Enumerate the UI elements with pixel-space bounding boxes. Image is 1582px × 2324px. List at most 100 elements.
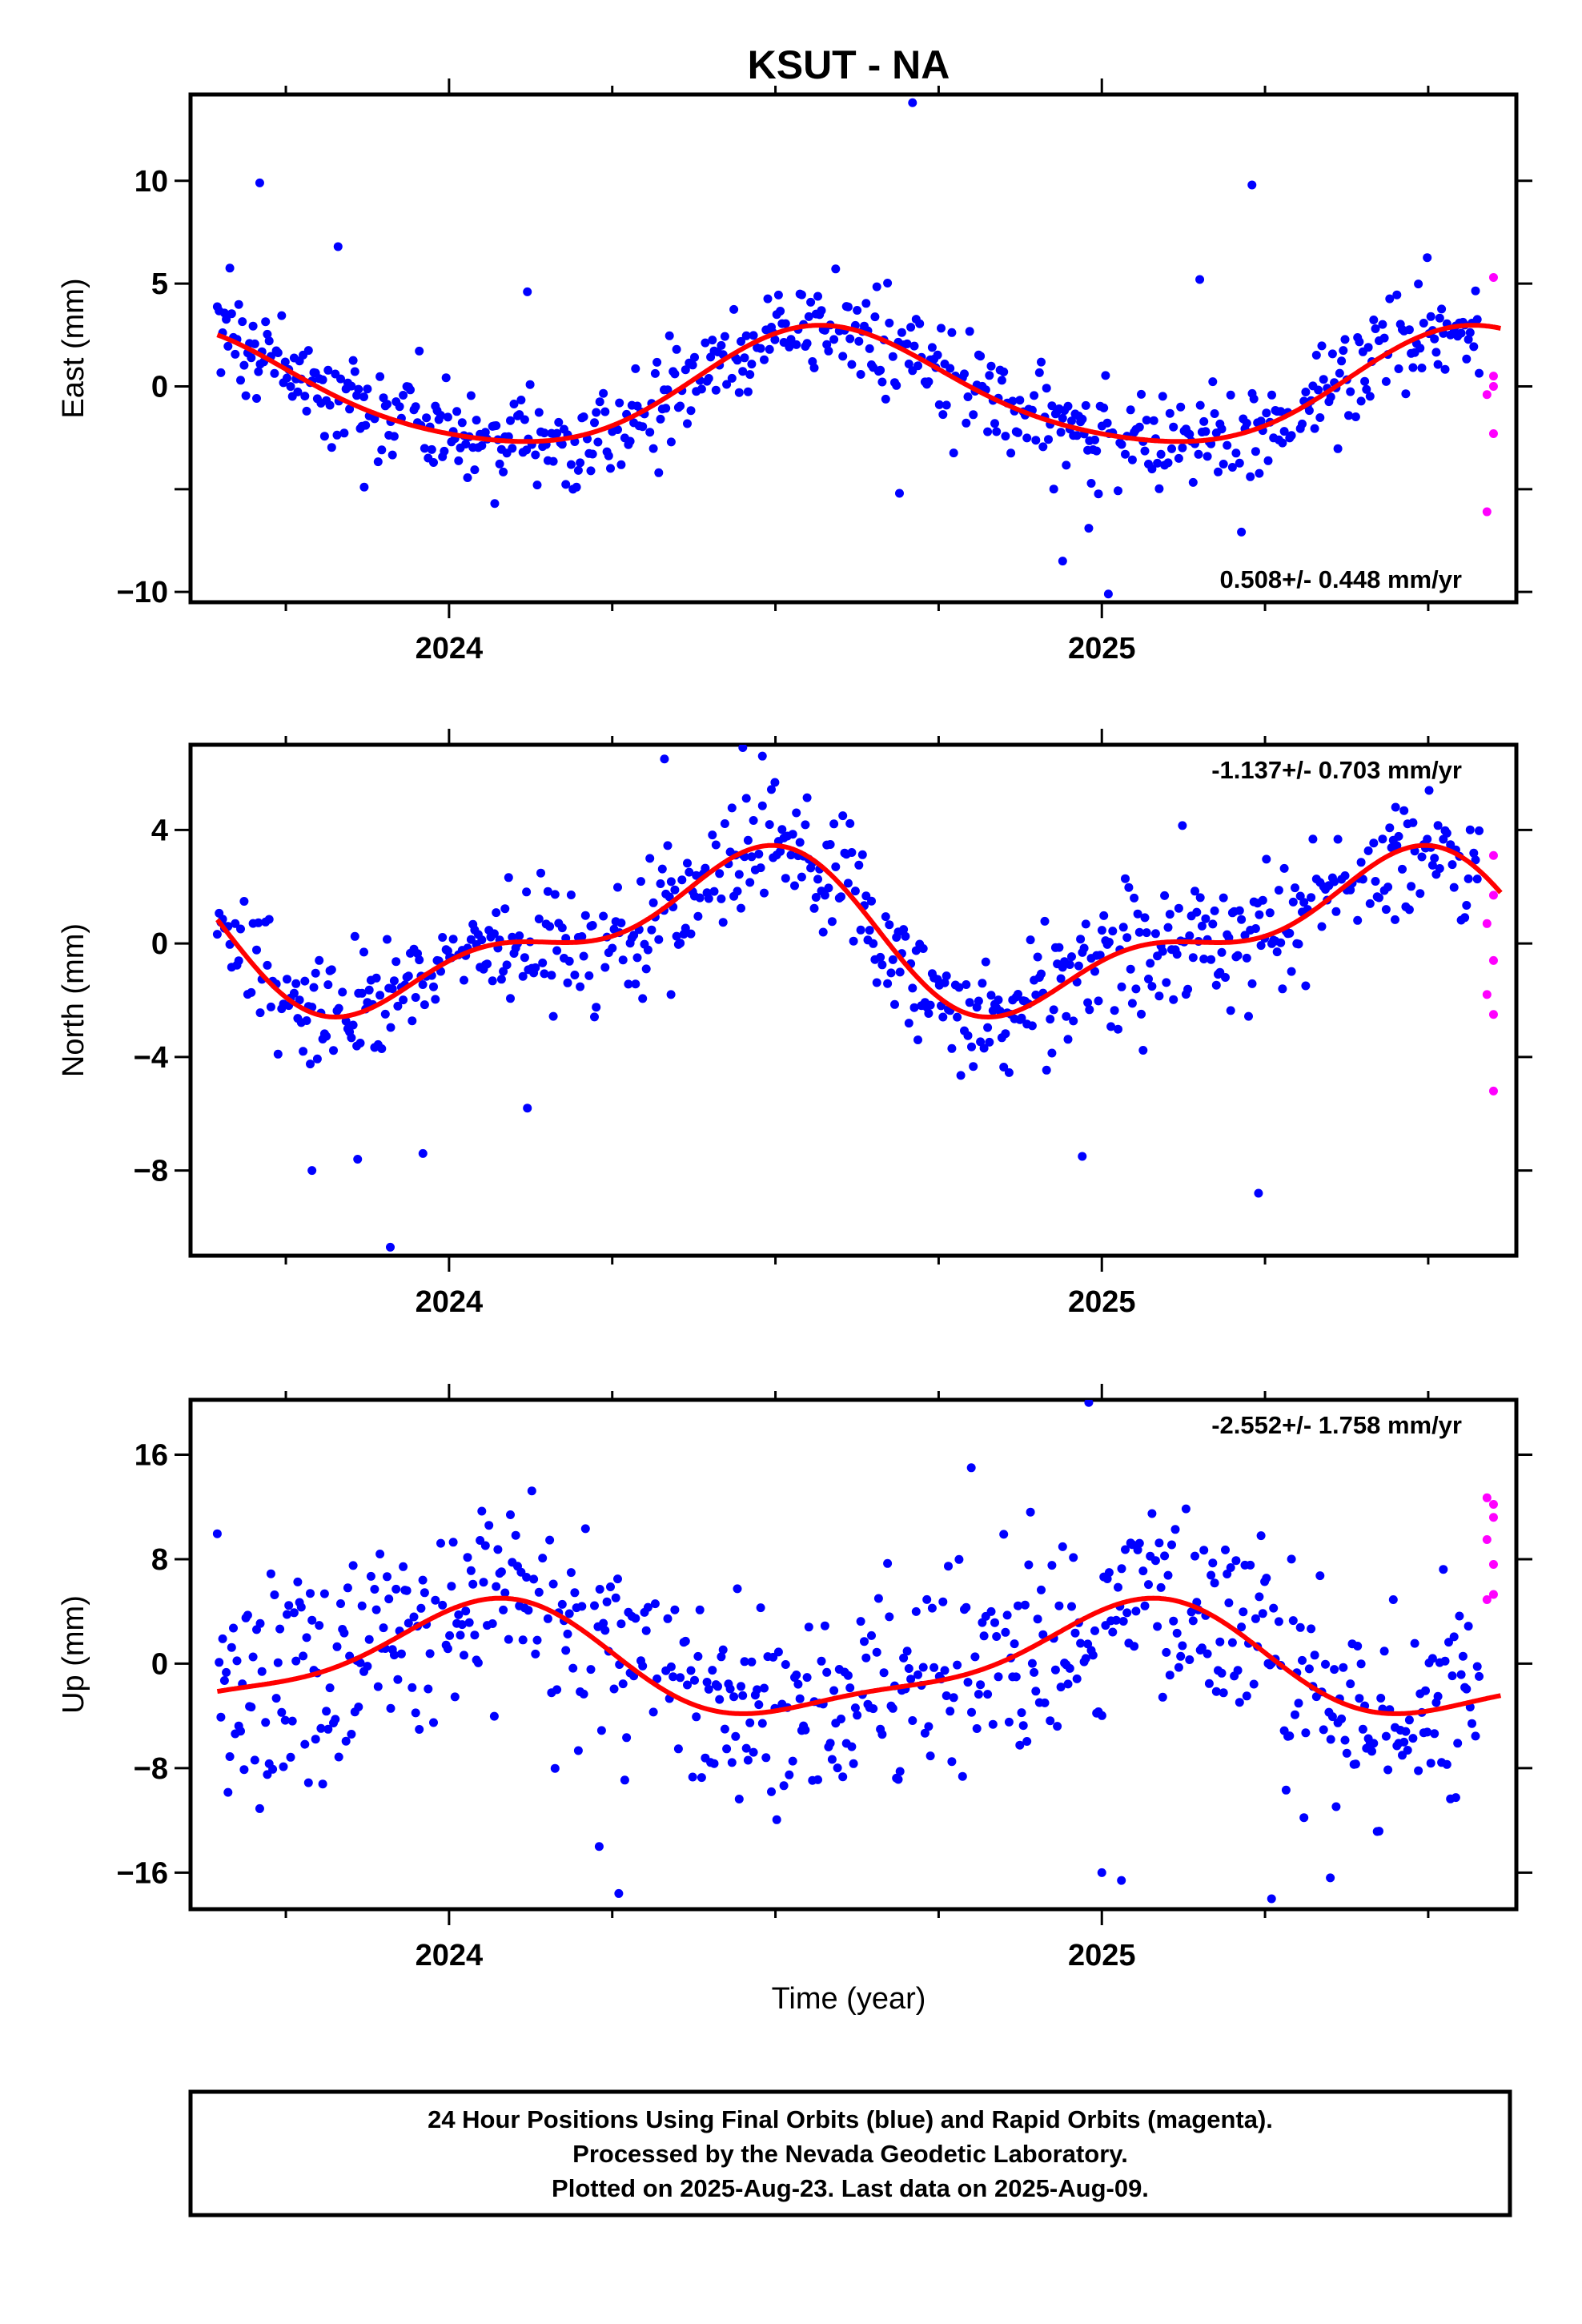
- final-orbit-point: [303, 346, 313, 356]
- final-orbit-point: [1072, 1674, 1082, 1683]
- final-orbit-point: [641, 964, 651, 974]
- final-orbit-point: [499, 1605, 508, 1614]
- final-orbit-point: [1340, 335, 1350, 344]
- final-orbit-point: [545, 1535, 555, 1545]
- final-orbit-point: [554, 417, 564, 427]
- final-orbit-point: [534, 1587, 544, 1597]
- final-orbit-point: [273, 348, 283, 357]
- final-orbit-point: [364, 1634, 374, 1644]
- final-orbit-point: [860, 1637, 869, 1647]
- final-orbit-point: [1308, 834, 1318, 844]
- final-orbit-point: [283, 1610, 291, 1619]
- final-orbit-point: [1465, 825, 1475, 834]
- final-orbit-point: [373, 457, 383, 467]
- final-orbit-point: [1401, 389, 1411, 399]
- final-orbit-point: [843, 302, 853, 312]
- final-orbit-point: [1054, 1601, 1064, 1610]
- final-orbit-point: [904, 1664, 913, 1673]
- rapid-orbit-point: [1488, 850, 1498, 860]
- final-orbit-point: [524, 1606, 533, 1615]
- final-orbit-point: [464, 1618, 474, 1627]
- final-orbit-point: [538, 1554, 548, 1563]
- final-orbit-point: [881, 912, 890, 922]
- final-orbit-point: [1317, 922, 1327, 931]
- final-orbit-point: [1353, 1642, 1363, 1651]
- final-orbit-point: [470, 1630, 480, 1640]
- final-orbit-point: [1127, 455, 1137, 464]
- final-orbit-point: [1185, 429, 1195, 439]
- final-orbit-point: [1356, 396, 1366, 406]
- final-orbit-point: [1414, 1766, 1423, 1775]
- final-orbit-point: [1235, 458, 1244, 468]
- final-orbit-point: [1274, 886, 1283, 895]
- final-orbit-point: [1010, 1639, 1019, 1649]
- final-orbit-point: [727, 1758, 737, 1767]
- final-orbit-point: [737, 903, 745, 913]
- final-orbit-point: [618, 955, 628, 965]
- final-orbit-point: [493, 1545, 503, 1554]
- final-orbit-point: [1462, 1684, 1472, 1694]
- final-orbit-point: [1011, 1672, 1021, 1682]
- final-orbit-point: [550, 1763, 560, 1773]
- final-orbit-point: [976, 1037, 986, 1047]
- final-orbit-point: [1251, 447, 1260, 456]
- final-orbit-point: [837, 1715, 845, 1723]
- final-orbit-point: [1067, 952, 1076, 962]
- final-orbit-point: [212, 1529, 222, 1538]
- final-orbit-point: [708, 1666, 717, 1675]
- final-orbit-point: [1472, 875, 1482, 884]
- final-orbit-point: [857, 850, 867, 859]
- final-orbit-point: [1194, 449, 1203, 459]
- final-orbit-point: [1247, 979, 1257, 988]
- final-orbit-point: [1426, 1759, 1435, 1768]
- final-orbit-point: [876, 952, 885, 962]
- final-orbit-point: [461, 1606, 471, 1616]
- final-orbit-point: [1188, 477, 1198, 487]
- final-orbit-point: [733, 887, 742, 896]
- final-orbit-point: [236, 1727, 245, 1736]
- final-orbit-point: [1067, 1602, 1076, 1611]
- final-orbit-point: [1106, 1022, 1116, 1031]
- final-orbit-point: [477, 441, 487, 450]
- final-orbit-point: [1421, 1686, 1430, 1695]
- final-orbit-point: [538, 958, 548, 967]
- final-orbit-point: [1355, 337, 1364, 347]
- final-orbit-point: [261, 317, 271, 327]
- plot-frame: [188, 1397, 1519, 1912]
- final-orbit-point: [944, 1562, 953, 1571]
- final-orbit-point: [725, 1684, 735, 1694]
- final-orbit-point: [1227, 463, 1237, 472]
- final-orbit-point: [1163, 458, 1173, 468]
- final-orbit-point: [1090, 435, 1099, 444]
- final-orbit-point: [1131, 984, 1141, 994]
- final-orbit-point: [1111, 1615, 1121, 1625]
- final-orbit-point: [906, 323, 916, 332]
- final-orbit-point: [843, 879, 853, 888]
- final-orbit-point: [965, 327, 974, 336]
- final-orbit-point: [1199, 416, 1209, 426]
- final-orbit-point: [963, 1678, 973, 1687]
- final-orbit-point: [777, 825, 787, 834]
- final-orbit-point: [357, 988, 367, 998]
- final-orbit-point: [1231, 1556, 1241, 1566]
- final-orbit-point: [985, 371, 994, 380]
- final-orbit-point: [749, 1747, 758, 1757]
- final-orbit-point: [1276, 938, 1286, 947]
- final-orbit-point: [1224, 1598, 1234, 1607]
- final-orbit-point: [1046, 1015, 1055, 1024]
- final-orbit-point: [460, 1651, 468, 1660]
- final-orbit-point: [1379, 333, 1389, 343]
- final-orbit-point: [1274, 1617, 1283, 1626]
- final-orbit-point: [947, 1757, 957, 1767]
- final-orbit-point: [522, 1573, 532, 1582]
- final-orbit-point: [1201, 914, 1211, 923]
- final-orbit-point: [741, 794, 751, 803]
- final-orbit-point: [616, 919, 626, 927]
- final-orbit-point: [683, 858, 692, 868]
- final-orbit-point: [296, 1602, 306, 1612]
- final-orbit-point: [757, 1719, 767, 1728]
- final-orbit-point: [440, 446, 449, 456]
- final-orbit-points: [212, 745, 1484, 1252]
- final-orbit-point: [586, 1665, 596, 1675]
- final-orbit-point: [902, 1647, 912, 1656]
